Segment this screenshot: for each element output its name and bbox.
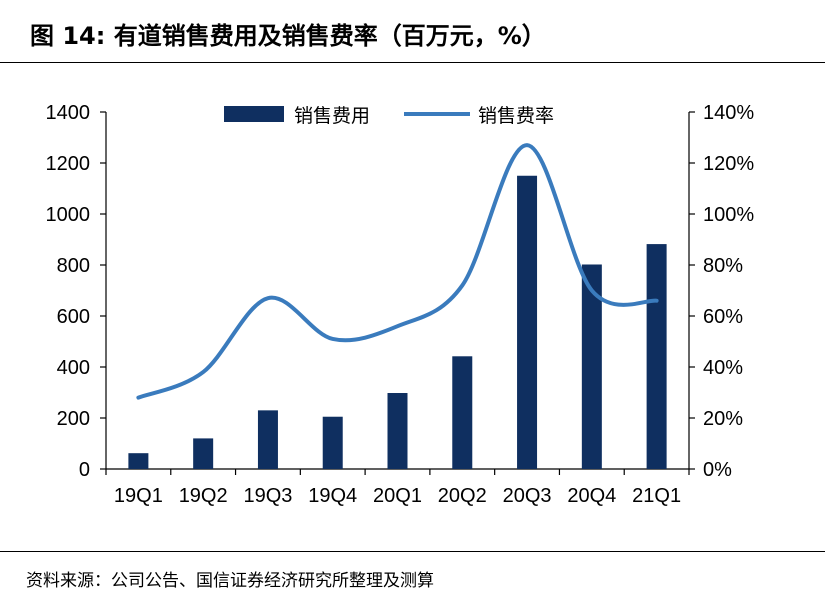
left-tick-label: 1400 [46, 102, 91, 124]
x-category-label: 19Q3 [243, 485, 292, 507]
bar-20Q2 [452, 356, 473, 469]
bar-20Q3 [517, 175, 538, 469]
left-tick-label: 1200 [46, 153, 91, 175]
left-tick-label: 400 [57, 357, 90, 379]
x-category-label: 20Q4 [567, 485, 616, 507]
bottom-divider [0, 551, 825, 552]
bar-19Q1 [128, 453, 149, 469]
right-tick-label: 40% [703, 357, 743, 379]
legend-bar-label: 销售费用 [294, 105, 370, 127]
top-divider [0, 62, 825, 63]
left-tick-label: 800 [57, 255, 90, 277]
bar-series [128, 175, 667, 469]
left-tick-label: 600 [57, 306, 90, 328]
bar-19Q2 [193, 438, 214, 469]
left-y-ticks: 0 200 400 600 800 1000 1200 1400 [46, 102, 106, 481]
right-tick-label: 140% [703, 102, 754, 124]
legend: 销售费用 销售费率 [224, 105, 554, 127]
x-category-label: 19Q1 [114, 485, 163, 507]
x-ticks: 19Q1 19Q2 19Q3 19Q4 20Q1 20Q2 20Q3 20Q4 21Q1 [105, 469, 690, 507]
right-tick-label: 100% [703, 204, 754, 226]
legend-bar-swatch [224, 106, 284, 122]
right-tick-label: 60% [703, 306, 743, 328]
x-category-label: 19Q4 [308, 485, 357, 507]
bar-19Q4 [322, 416, 343, 469]
right-tick-label: 20% [703, 408, 743, 430]
x-category-label: 20Q3 [503, 485, 552, 507]
left-tick-label: 200 [57, 408, 90, 430]
source-note: 资料来源：公司公告、国信证券经济研究所整理及测算 [26, 571, 434, 591]
bar-21Q1 [646, 244, 667, 469]
x-category-label: 20Q1 [373, 485, 422, 507]
right-tick-label: 120% [703, 153, 754, 175]
left-tick-label: 1000 [46, 204, 91, 226]
left-tick-label: 0 [79, 459, 90, 481]
bar-20Q1 [387, 393, 408, 469]
bar-20Q4 [581, 264, 602, 469]
right-y-ticks: 0% 20% 40% 60% 80% 100% 120% 140% [689, 102, 754, 481]
legend-line-label: 销售费率 [478, 105, 554, 127]
right-tick-label: 0% [703, 459, 732, 481]
bar-19Q3 [257, 410, 278, 469]
x-category-label: 21Q1 [632, 485, 681, 507]
rate-line [136, 143, 659, 400]
chart-title: 图 14: 有道销售费用及销售费率（百万元，%） [30, 22, 546, 50]
x-category-label: 19Q2 [179, 485, 228, 507]
right-tick-label: 80% [703, 255, 743, 277]
x-category-label: 20Q2 [438, 485, 487, 507]
